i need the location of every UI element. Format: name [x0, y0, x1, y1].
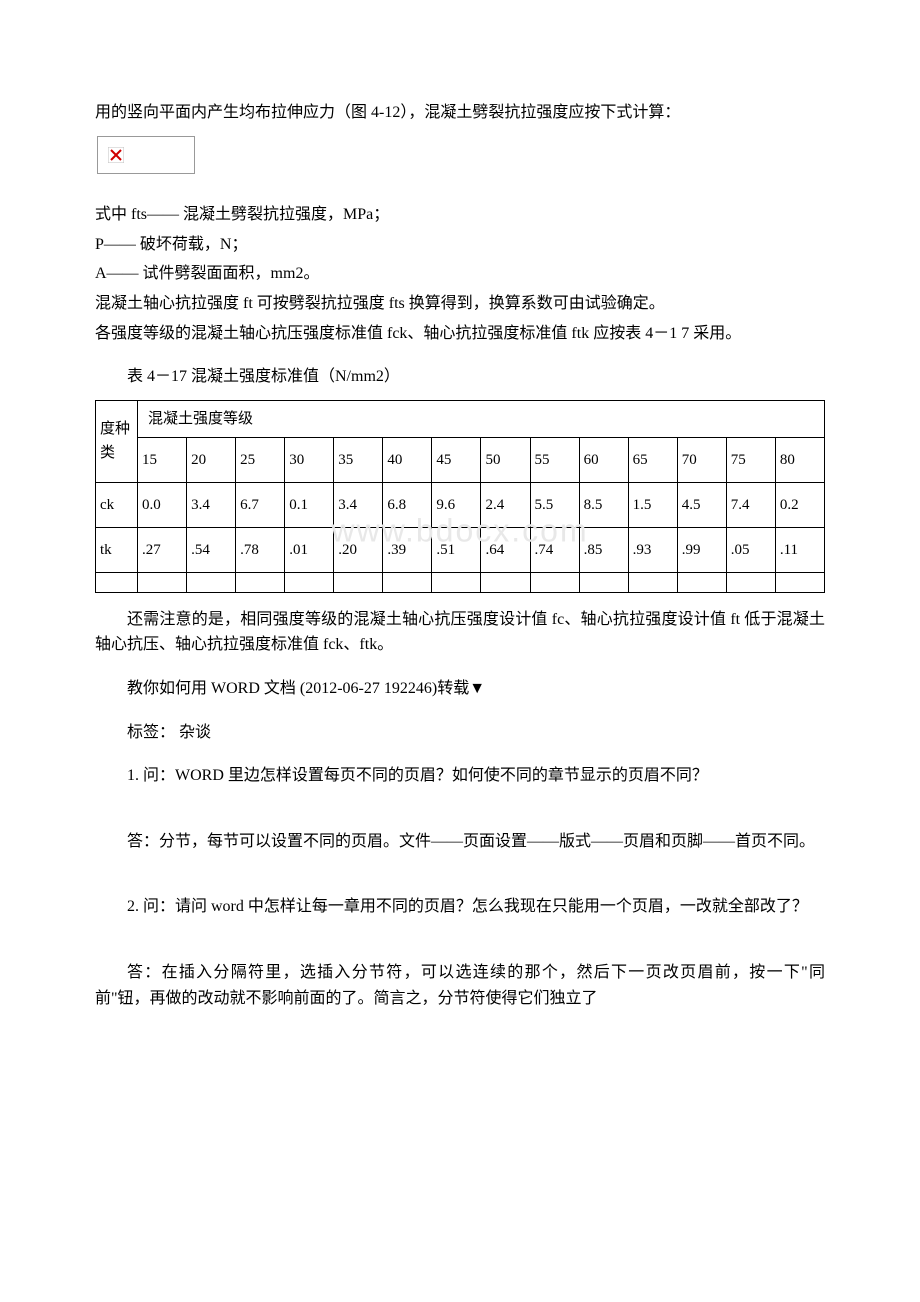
qa-question-2: 2. 问：请问 word 中怎样让每一章用不同的页眉？怎么我现在只能用一个页眉，… [95, 894, 825, 920]
table-empty-cell [775, 572, 824, 592]
grade-col-header: 20 [187, 437, 236, 482]
table-cell: 5.5 [530, 482, 579, 527]
table-header-row-2: 1520253035404550556065707580 [96, 437, 825, 482]
table-empty-cell [96, 572, 138, 592]
table-empty-cell [726, 572, 775, 592]
table-empty-cell [187, 572, 236, 592]
row-label: ck [96, 482, 138, 527]
table-empty-cell [138, 572, 187, 592]
table-cell: .20 [334, 527, 383, 572]
grade-col-header: 55 [530, 437, 579, 482]
grade-col-header: 15 [138, 437, 187, 482]
grade-col-header: 70 [677, 437, 726, 482]
article-tags: 标签： 杂谈 [95, 720, 825, 746]
table-cell: 6.7 [236, 482, 285, 527]
table-header-row-1: 度种类 混凝土强度等级 [96, 400, 825, 437]
table-cell: .93 [628, 527, 677, 572]
table-cell: .74 [530, 527, 579, 572]
table-cell: .01 [285, 527, 334, 572]
formula-fts: 式中 fts—— 混凝土劈裂抗拉强度，MPa； [95, 202, 825, 228]
grade-col-header: 25 [236, 437, 285, 482]
table-empty-cell [481, 572, 530, 592]
qa-answer-1: 答：分节，每节可以设置不同的页眉。文件——页面设置——版式——页眉和页脚——首页… [95, 829, 825, 855]
formula-a: A—— 试件劈裂面面积，mm2。 [95, 261, 825, 287]
table-empty-cell [579, 572, 628, 592]
broken-image-placeholder [97, 136, 195, 174]
table-empty-cell [383, 572, 432, 592]
table-cell: 6.8 [383, 482, 432, 527]
line-grades: 各强度等级的混凝土轴心抗压强度标准值 fck、轴心抗拉强度标准值 ftk 应按表… [95, 321, 825, 347]
table-cell: 3.4 [334, 482, 383, 527]
grade-col-header: 30 [285, 437, 334, 482]
table-cell: 0.1 [285, 482, 334, 527]
table-empty-cell [677, 572, 726, 592]
grade-col-header: 60 [579, 437, 628, 482]
intro-line1: 用的竖向平面内产生均布拉伸应力（图 4-12），混凝土劈裂抗拉强度应按下式计算： [95, 100, 825, 126]
row-header-label: 度种类 [96, 400, 138, 482]
table-cell: .85 [579, 527, 628, 572]
table-cell: .11 [775, 527, 824, 572]
table-cell: 1.5 [628, 482, 677, 527]
grade-col-header: 35 [334, 437, 383, 482]
table-empty-cell [432, 572, 481, 592]
table-cell: 7.4 [726, 482, 775, 527]
line-ft: 混凝土轴心抗拉强度 ft 可按劈裂抗拉强度 fts 换算得到，换算系数可由试验确… [95, 291, 825, 317]
table-cell: 2.4 [481, 482, 530, 527]
broken-image-icon [108, 147, 124, 163]
grade-col-header: 50 [481, 437, 530, 482]
table-cell: 0.0 [138, 482, 187, 527]
table-cell: .78 [236, 527, 285, 572]
strength-table: 度种类 混凝土强度等级 1520253035404550556065707580… [95, 400, 825, 593]
concrete-strength-table: 度种类 混凝土强度等级 1520253035404550556065707580… [95, 400, 825, 593]
table-cell: .54 [187, 527, 236, 572]
table-empty-cell [530, 572, 579, 592]
row-label: tk [96, 527, 138, 572]
table-empty-cell [628, 572, 677, 592]
grade-col-header: 40 [383, 437, 432, 482]
table-cell: .51 [432, 527, 481, 572]
table-empty-cell [236, 572, 285, 592]
grade-col-header: 65 [628, 437, 677, 482]
table-caption: 表 4－17 混凝土强度标准值（N/mm2） [95, 364, 825, 390]
article-title: 教你如何用 WORD 文档 (2012-06-27 192246)转载▼ [95, 676, 825, 702]
table-cell: 0.2 [775, 482, 824, 527]
table-cell: 9.6 [432, 482, 481, 527]
grade-col-header: 80 [775, 437, 824, 482]
table-empty-row [96, 572, 825, 592]
table-cell: .05 [726, 527, 775, 572]
grade-header: 混凝土强度等级 [138, 400, 825, 437]
table-cell: 8.5 [579, 482, 628, 527]
grade-col-header: 75 [726, 437, 775, 482]
after-table-note: 还需注意的是，相同强度等级的混凝土轴心抗压强度设计值 fc、轴心抗拉强度设计值 … [95, 607, 825, 658]
table-cell: .27 [138, 527, 187, 572]
grade-col-header: 45 [432, 437, 481, 482]
table-row: tk.27.54.78.01.20.39.51.64.74.85.93.99.0… [96, 527, 825, 572]
table-empty-cell [285, 572, 334, 592]
qa-question-1: 1. 问：WORD 里边怎样设置每页不同的页眉？如何使不同的章节显示的页眉不同？ [95, 763, 825, 789]
formula-p: P—— 破坏荷载，N； [95, 232, 825, 258]
table-cell: .99 [677, 527, 726, 572]
table-cell: .39 [383, 527, 432, 572]
table-row: ck0.03.46.70.13.46.89.62.45.58.51.54.57.… [96, 482, 825, 527]
table-cell: 3.4 [187, 482, 236, 527]
table-cell: 4.5 [677, 482, 726, 527]
qa-answer-2: 答：在插入分隔符里，选插入分节符，可以选连续的那个，然后下一页改页眉前，按一下"… [95, 960, 825, 1011]
table-cell: .64 [481, 527, 530, 572]
table-empty-cell [334, 572, 383, 592]
